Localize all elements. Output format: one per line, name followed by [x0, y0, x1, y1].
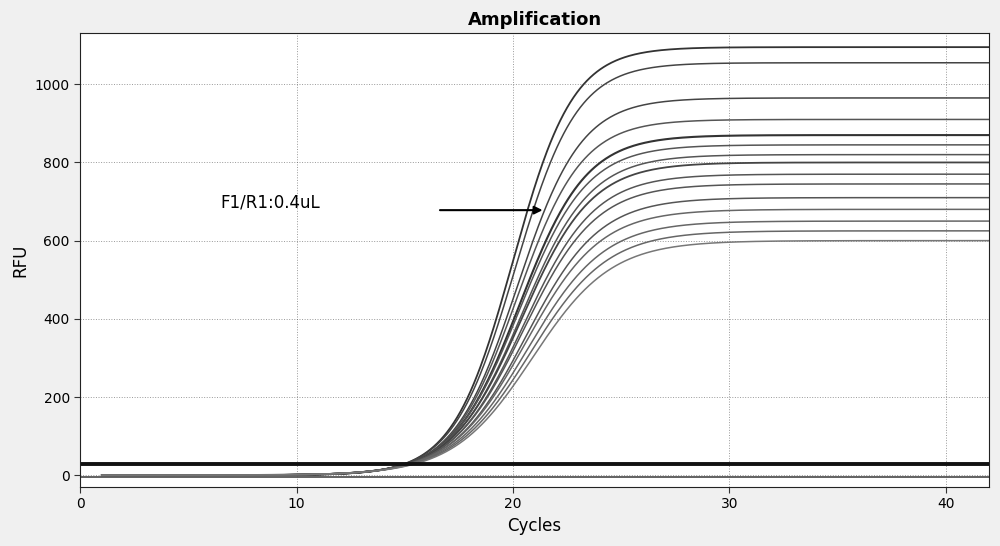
X-axis label: Cycles: Cycles — [507, 517, 562, 535]
Text: F1/R1:0.4uL: F1/R1:0.4uL — [221, 193, 321, 211]
Y-axis label: RFU: RFU — [11, 244, 29, 277]
Title: Amplification: Amplification — [467, 11, 602, 29]
